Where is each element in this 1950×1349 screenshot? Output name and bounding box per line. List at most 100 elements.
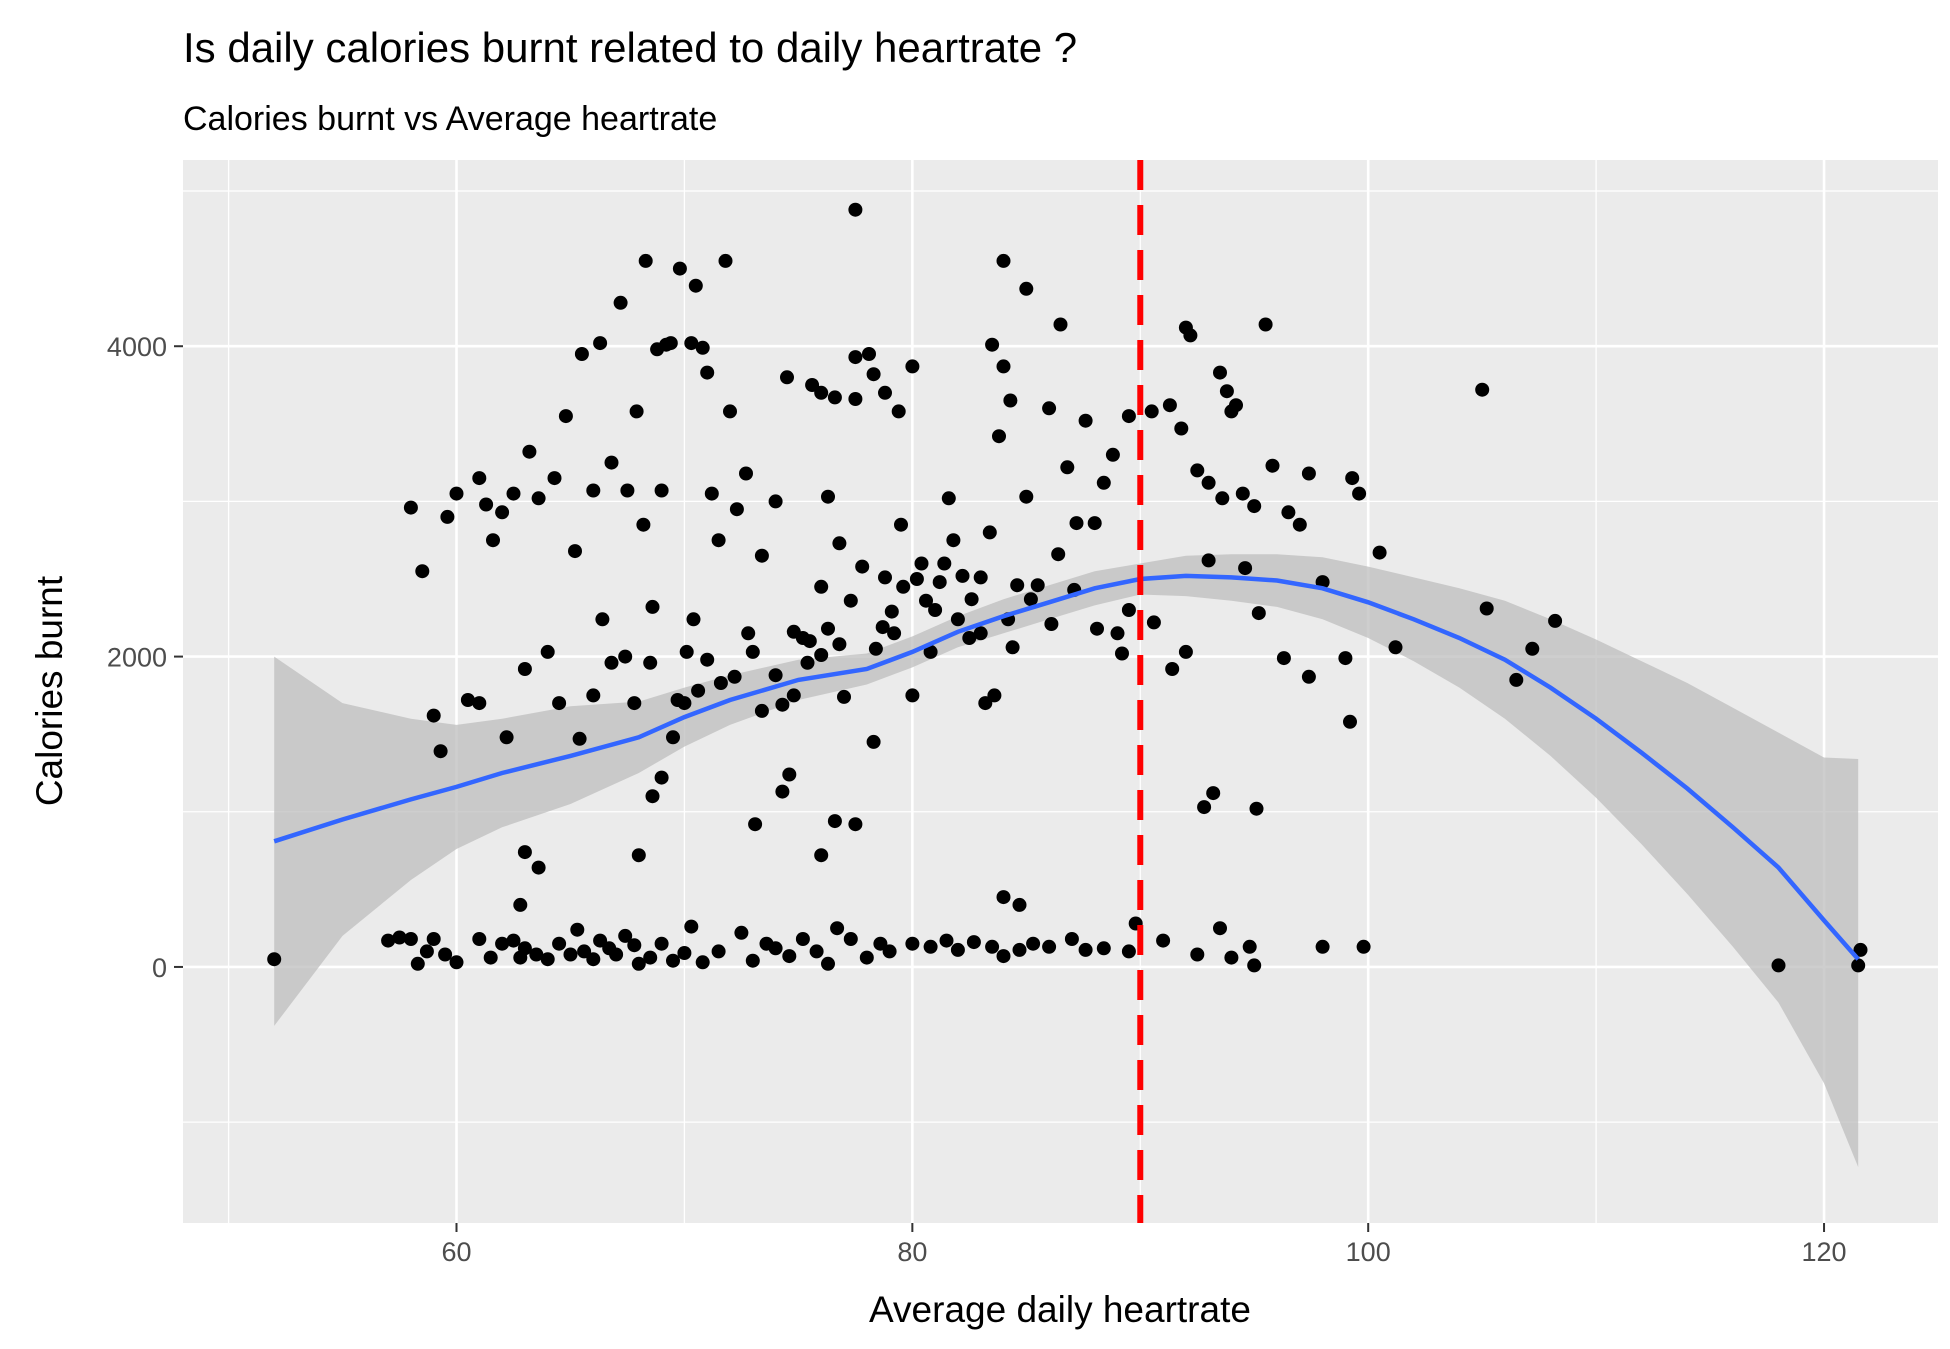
data-point (723, 404, 737, 419)
data-point (875, 620, 890, 635)
data-point (1026, 936, 1041, 951)
data-point (782, 767, 797, 782)
data-point (506, 933, 521, 948)
data-point (604, 655, 619, 670)
data-point (472, 932, 487, 946)
data-point (704, 486, 719, 501)
data-point (848, 392, 863, 406)
chart-title: Is daily calories burnt related to daily… (183, 24, 1077, 71)
data-point (729, 502, 744, 517)
scatter-points (267, 202, 1868, 973)
data-point (1174, 421, 1189, 436)
data-point (905, 688, 920, 703)
data-point (684, 919, 699, 934)
data-point (677, 946, 692, 960)
data-point (495, 936, 510, 951)
data-point (896, 579, 911, 594)
data-point (739, 466, 753, 481)
data-point (884, 604, 899, 619)
data-point (1206, 786, 1221, 801)
data-point (618, 928, 633, 943)
data-point (894, 517, 908, 532)
data-point (552, 696, 567, 711)
data-point (848, 202, 863, 217)
data-point (695, 955, 710, 970)
data-point (643, 950, 658, 965)
data-point (996, 890, 1011, 905)
data-point (1144, 404, 1159, 419)
data-point (486, 533, 500, 548)
data-point (832, 536, 847, 551)
data-point (1053, 317, 1068, 332)
data-point (1301, 466, 1316, 481)
data-point (950, 942, 965, 957)
data-point (800, 655, 815, 670)
data-point (547, 471, 562, 486)
data-point (629, 404, 644, 419)
data-point (1352, 486, 1367, 501)
data-point (821, 621, 835, 636)
data-point (688, 278, 703, 293)
data-point (531, 860, 546, 875)
data-point (438, 947, 453, 962)
data-point (1219, 384, 1234, 399)
data-point (775, 784, 790, 799)
data-point (540, 644, 555, 659)
data-point (1096, 941, 1111, 956)
data-point (859, 950, 874, 965)
data-point (1042, 401, 1057, 416)
data-point (962, 631, 977, 645)
data-point (426, 708, 441, 723)
data-point (595, 612, 610, 627)
data-point (392, 930, 407, 945)
data-point (558, 409, 573, 424)
data-point (659, 337, 674, 352)
data-point (381, 933, 396, 948)
data-point (645, 789, 660, 804)
data-point (700, 652, 715, 667)
data-point (713, 676, 728, 690)
data-point (1019, 489, 1034, 504)
data-point (795, 932, 810, 946)
data-point (1105, 447, 1120, 462)
data-point (1178, 644, 1193, 659)
data-point (780, 370, 794, 385)
data-point (700, 365, 715, 380)
data-point (483, 950, 498, 965)
data-point (531, 491, 546, 506)
data-point (1771, 958, 1786, 973)
data-point (1509, 672, 1524, 687)
x-tick-label: 60 (441, 1237, 471, 1267)
data-point (1213, 921, 1227, 936)
data-point (1372, 545, 1387, 560)
data-point (460, 693, 475, 707)
data-point (586, 952, 601, 967)
data-point (1042, 939, 1057, 954)
data-point (1479, 601, 1494, 616)
data-point (440, 509, 455, 524)
data-point (643, 655, 658, 670)
data-point (1010, 578, 1025, 593)
data-point (1338, 651, 1353, 666)
data-point (577, 944, 592, 959)
data-point (1190, 947, 1205, 962)
data-point (1345, 471, 1360, 486)
data-point (1265, 458, 1280, 473)
data-point (905, 359, 920, 374)
data-point (814, 648, 829, 662)
data-point (982, 525, 997, 540)
confidence-band-area (274, 554, 1859, 1168)
data-point (939, 933, 954, 948)
data-point (627, 938, 642, 953)
data-point (618, 649, 633, 664)
data-point (1121, 603, 1136, 617)
data-point (563, 947, 578, 962)
data-point (768, 668, 783, 683)
data-point (848, 350, 863, 365)
data-point (677, 696, 692, 711)
data-point (827, 814, 842, 829)
y-tick-label: 0 (152, 953, 167, 983)
x-tick-label: 120 (1802, 1237, 1847, 1267)
data-point (711, 944, 726, 959)
data-point (946, 533, 961, 548)
